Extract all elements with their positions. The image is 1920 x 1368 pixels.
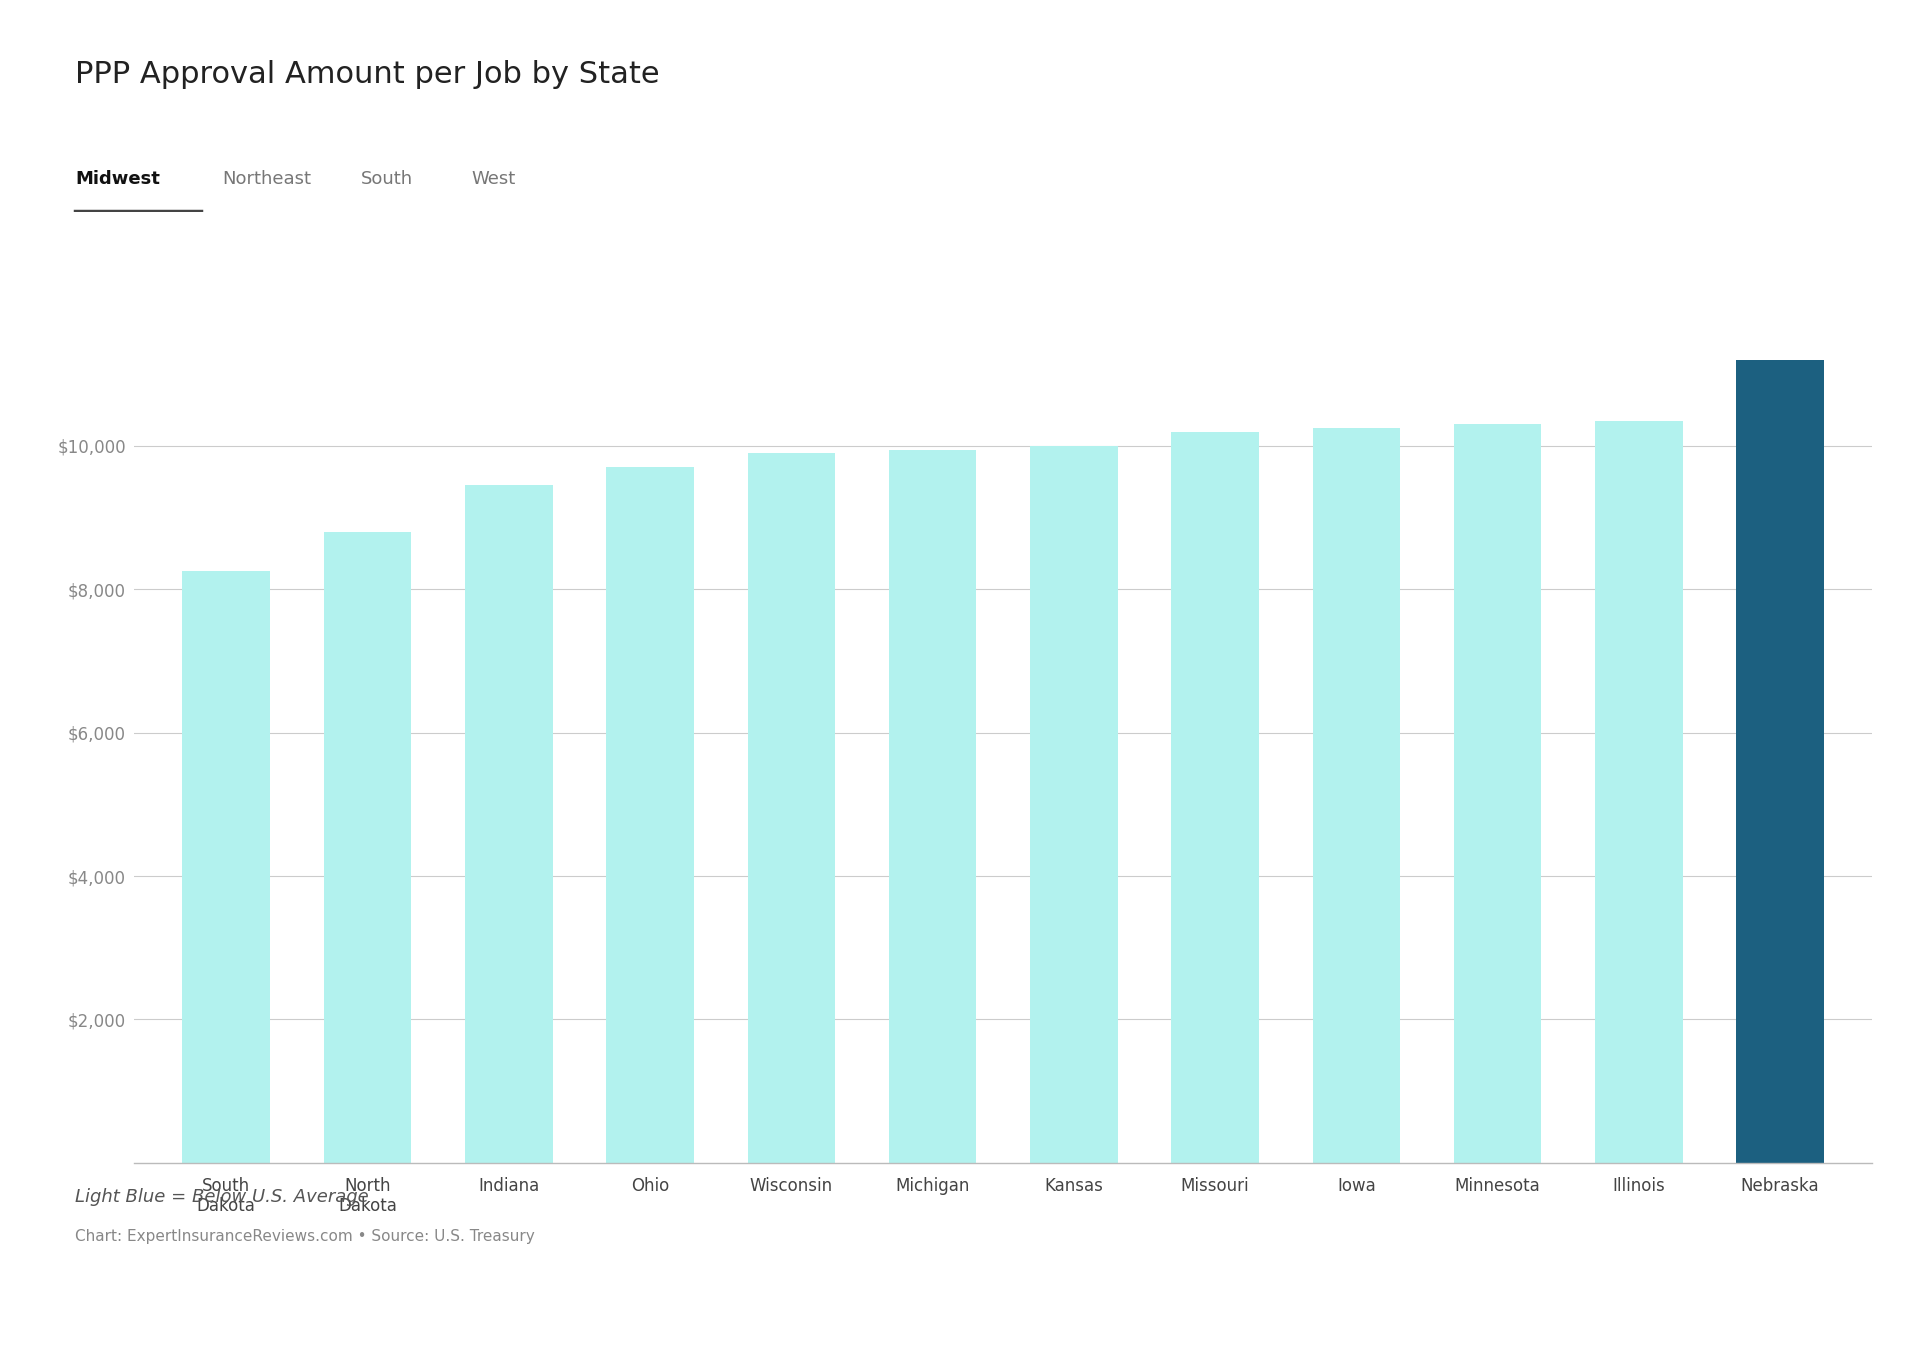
Bar <box>1313 428 1400 1163</box>
Text: South: South <box>361 170 413 189</box>
Text: Northeast: Northeast <box>223 170 311 189</box>
Bar <box>324 532 411 1163</box>
Bar <box>889 450 977 1163</box>
Text: Chart: ExpertInsuranceReviews.com • Source: U.S. Treasury: Chart: ExpertInsuranceReviews.com • Sour… <box>75 1228 536 1244</box>
Bar <box>1736 360 1824 1163</box>
Text: PPP Approval Amount per Job by State: PPP Approval Amount per Job by State <box>75 60 660 89</box>
Bar <box>1453 424 1542 1163</box>
Bar <box>1596 421 1682 1163</box>
Text: Midwest: Midwest <box>75 170 159 189</box>
Bar <box>1171 432 1260 1163</box>
Bar <box>607 468 693 1163</box>
Bar <box>747 453 835 1163</box>
Bar <box>1029 446 1117 1163</box>
Bar <box>465 486 553 1163</box>
Text: West: West <box>472 170 516 189</box>
Text: Light Blue = Below U.S. Average: Light Blue = Below U.S. Average <box>75 1187 369 1205</box>
Bar <box>182 572 271 1163</box>
